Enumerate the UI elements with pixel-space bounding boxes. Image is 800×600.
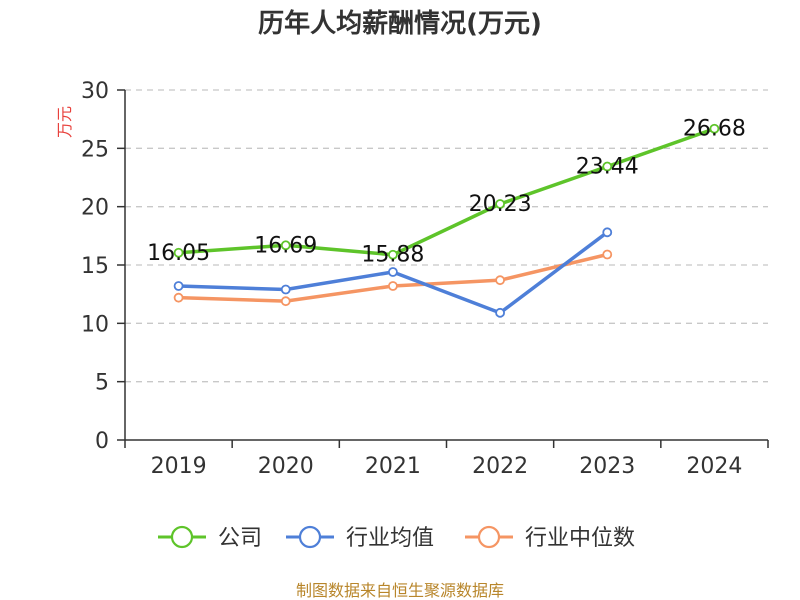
data-point [388, 249, 398, 260]
data-point [495, 275, 505, 286]
data-point [280, 296, 291, 307]
data-label: 16.05 [147, 241, 210, 266]
data-point [388, 281, 398, 291]
series-group [173, 123, 720, 318]
legend-item[interactable]: 公司 [158, 525, 262, 551]
y-tick-label: 10 [81, 312, 109, 337]
axes [117, 89, 769, 448]
legend-marker [477, 525, 501, 549]
legend-label: 公司 [218, 526, 262, 551]
x-tick-label: 2023 [579, 454, 635, 479]
x-tick-label: 2021 [365, 454, 421, 479]
source-note: 制图数据来自恒生聚源数据库 [296, 581, 504, 600]
legend-item[interactable]: 行业中位数 [465, 525, 635, 551]
y-tick-label: 30 [81, 79, 109, 104]
legend-marker [170, 525, 194, 549]
x-tick-label: 2022 [472, 454, 528, 479]
data-point [280, 240, 291, 251]
legend-marker [298, 525, 322, 549]
data-point [495, 307, 505, 318]
x-tick-labels: 2019 2020 2021 2022 2023 2024 [151, 454, 743, 479]
data-label: 23.44 [576, 155, 639, 180]
data-point [495, 199, 505, 209]
legend[interactable]: 公司 行业均值 行业中位数 [158, 525, 635, 551]
y-tick-labels: 0 5 10 15 20 25 30 [81, 79, 109, 454]
y-tick-label: 25 [81, 137, 109, 162]
data-label: 26.68 [683, 117, 746, 142]
chart-title: 历年人均薪酬情况(万元) [258, 8, 542, 39]
data-point [602, 161, 613, 172]
y-tick-label: 15 [81, 254, 109, 279]
y-tick-label: 5 [95, 371, 109, 396]
y-axis-label: 万元 [55, 106, 74, 138]
x-tick-label: 2019 [151, 454, 207, 479]
data-point [173, 292, 184, 303]
grid-lines [125, 89, 768, 383]
y-tick-label: 20 [81, 196, 109, 221]
data-point [602, 227, 613, 238]
data-point [280, 284, 291, 295]
x-tick-label: 2024 [686, 454, 742, 479]
legend-label: 行业中位数 [525, 526, 635, 551]
data-point [709, 123, 720, 134]
data-point [173, 247, 184, 258]
legend-item[interactable]: 行业均值 [286, 525, 434, 551]
y-tick-label: 0 [95, 429, 109, 454]
data-label: 15.88 [361, 243, 424, 268]
data-labels: 16.05 16.69 15.88 20.23 23.44 26.68 [147, 117, 746, 268]
legend-label: 行业均值 [346, 526, 434, 551]
series-line [178, 127, 715, 257]
data-point [173, 281, 184, 291]
data-label: 20.23 [469, 192, 532, 217]
x-tick-label: 2020 [258, 454, 314, 479]
data-point [602, 249, 613, 260]
data-label: 16.69 [254, 233, 317, 258]
data-point [388, 267, 398, 277]
